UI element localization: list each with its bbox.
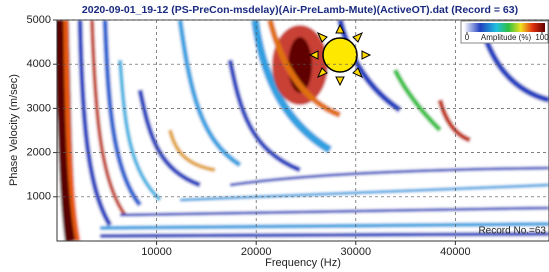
- annotation: Record No.=63: [478, 226, 546, 237]
- x-tick-label: 30000: [340, 246, 371, 258]
- y-tick-label: 1000: [27, 191, 51, 203]
- y-tick-label: 2000: [27, 147, 51, 159]
- x-tick-label: 20000: [241, 246, 272, 258]
- y-tick-label: 3000: [27, 102, 51, 114]
- x-tick-label: 40000: [440, 246, 471, 258]
- chart: 2020-09-01_19-12 (PS-PreCon-msdelay)(Air…: [0, 0, 549, 272]
- heatmap-image: [57, 20, 549, 241]
- chart-title: 2020-09-01_19-12 (PS-PreCon-msdelay)(Air…: [82, 4, 518, 16]
- y-tick-label: 4000: [27, 58, 51, 70]
- colorbar-tick-label: 0: [465, 33, 470, 42]
- colorbar: [464, 23, 545, 32]
- colorbar-label: Amplitude (%): [481, 33, 532, 42]
- y-axis-label: Phase Velocity (m/sec): [8, 74, 20, 186]
- y-tick-label: 5000: [27, 14, 51, 26]
- colorbar-tick-label: 100: [535, 33, 549, 42]
- x-tick-label: 10000: [141, 246, 172, 258]
- x-axis-label: Frequency (Hz): [265, 257, 341, 269]
